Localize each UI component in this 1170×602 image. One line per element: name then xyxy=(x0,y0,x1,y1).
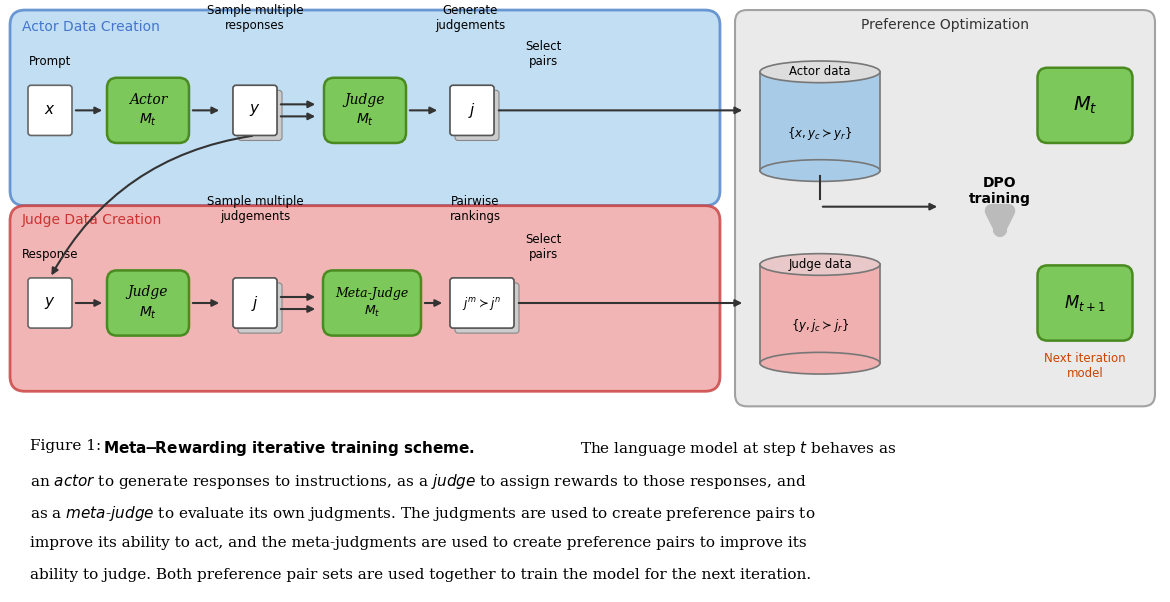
FancyBboxPatch shape xyxy=(106,270,190,336)
Text: Judge data: Judge data xyxy=(789,258,852,271)
Bar xyxy=(760,72,880,170)
FancyBboxPatch shape xyxy=(450,278,514,328)
FancyBboxPatch shape xyxy=(11,206,720,391)
Text: Prompt: Prompt xyxy=(29,55,71,68)
Text: Generate
judgements: Generate judgements xyxy=(435,4,505,32)
Ellipse shape xyxy=(760,61,880,82)
Text: $\{x, y_c \succ y_r\}$: $\{x, y_c \succ y_r\}$ xyxy=(787,125,853,141)
FancyBboxPatch shape xyxy=(28,85,73,135)
Text: Actor data: Actor data xyxy=(790,66,851,78)
Text: Figure 1:: Figure 1: xyxy=(30,439,102,453)
Text: $y$: $y$ xyxy=(44,295,56,311)
Text: $x$: $x$ xyxy=(44,104,56,117)
FancyBboxPatch shape xyxy=(233,85,277,135)
FancyBboxPatch shape xyxy=(106,78,190,143)
FancyBboxPatch shape xyxy=(450,85,494,135)
Text: Judge
$M_t$: Judge $M_t$ xyxy=(128,285,168,321)
FancyBboxPatch shape xyxy=(28,278,73,328)
Text: an $\mathit{actor}$ to generate responses to instructions, as a $\mathit{judge}$: an $\mathit{actor}$ to generate response… xyxy=(30,471,806,491)
FancyBboxPatch shape xyxy=(735,10,1155,406)
Text: $\{y, j_c \succ j_r\}$: $\{y, j_c \succ j_r\}$ xyxy=(791,317,849,334)
FancyBboxPatch shape xyxy=(455,283,519,333)
FancyBboxPatch shape xyxy=(455,90,498,140)
Text: Actor
$M_t$: Actor $M_t$ xyxy=(129,93,167,128)
Text: DPO
training: DPO training xyxy=(969,176,1031,206)
Text: Judge
$M_t$: Judge $M_t$ xyxy=(345,93,385,128)
Text: $j^m \succ j^n$: $j^m \succ j^n$ xyxy=(462,294,502,311)
Text: $y$: $y$ xyxy=(249,102,261,119)
FancyBboxPatch shape xyxy=(1038,265,1133,341)
FancyBboxPatch shape xyxy=(323,270,421,336)
Text: Pairwise
rankings: Pairwise rankings xyxy=(449,194,501,223)
Text: improve its ability to act, and the meta-judgments are used to create preference: improve its ability to act, and the meta… xyxy=(30,536,806,550)
Text: The language model at step $t$ behaves as: The language model at step $t$ behaves a… xyxy=(580,439,896,459)
Text: Next iteration
model: Next iteration model xyxy=(1044,352,1126,380)
Text: $j$: $j$ xyxy=(468,101,476,120)
Text: Select
pairs: Select pairs xyxy=(525,40,562,68)
Text: Actor Data Creation: Actor Data Creation xyxy=(22,20,160,34)
FancyBboxPatch shape xyxy=(238,283,282,333)
FancyBboxPatch shape xyxy=(450,278,514,328)
Text: Response: Response xyxy=(22,248,78,261)
Text: Select
pairs: Select pairs xyxy=(525,233,562,261)
Text: $M_{t+1}$: $M_{t+1}$ xyxy=(1065,293,1106,313)
FancyBboxPatch shape xyxy=(233,278,277,328)
Text: Sample multiple
judgements: Sample multiple judgements xyxy=(207,194,303,223)
Ellipse shape xyxy=(760,160,880,181)
Ellipse shape xyxy=(760,352,880,374)
Text: $\mathbf{Meta\!\!-\!\!Rewarding\ iterative\ training\ scheme.}$: $\mathbf{Meta\!\!-\!\!Rewarding\ iterati… xyxy=(103,439,475,459)
FancyBboxPatch shape xyxy=(238,90,282,140)
Text: Preference Optimization: Preference Optimization xyxy=(861,18,1028,32)
Bar xyxy=(760,264,880,363)
FancyBboxPatch shape xyxy=(233,278,277,328)
Text: $M_t$: $M_t$ xyxy=(1073,95,1097,116)
Text: Sample multiple
responses: Sample multiple responses xyxy=(207,4,303,32)
Text: $j$: $j$ xyxy=(252,294,259,312)
Text: Judge Data Creation: Judge Data Creation xyxy=(22,213,163,227)
FancyBboxPatch shape xyxy=(1038,68,1133,143)
Text: as a $\mathit{meta}$-$\mathit{judge}$ to evaluate its own judgments. The judgmen: as a $\mathit{meta}$-$\mathit{judge}$ to… xyxy=(30,504,815,523)
FancyBboxPatch shape xyxy=(233,85,277,135)
FancyBboxPatch shape xyxy=(450,85,494,135)
FancyBboxPatch shape xyxy=(11,10,720,206)
Ellipse shape xyxy=(760,253,880,275)
FancyBboxPatch shape xyxy=(324,78,406,143)
Text: ability to judge. Both preference pair sets are used together to train the model: ability to judge. Both preference pair s… xyxy=(30,568,811,582)
Text: Meta-Judge
$M_t$: Meta-Judge $M_t$ xyxy=(336,287,408,319)
